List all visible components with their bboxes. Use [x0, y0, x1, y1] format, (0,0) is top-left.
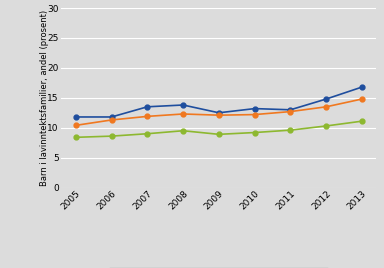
Line: Halden: Halden	[73, 85, 364, 120]
Halden	[73, 115, 78, 118]
Hele landet	[252, 131, 257, 134]
Østfold	[288, 110, 293, 113]
Østfold	[73, 124, 78, 127]
Hele landet	[109, 135, 114, 138]
Østfold	[145, 115, 150, 118]
Y-axis label: Barn i lavinntektsfamilier, andel (prosent): Barn i lavinntektsfamilier, andel (prose…	[40, 10, 49, 186]
Hele landet	[145, 132, 150, 135]
Halden	[217, 111, 221, 114]
Hele landet	[73, 136, 78, 139]
Halden	[324, 97, 329, 100]
Hele landet	[288, 129, 293, 132]
Halden	[252, 107, 257, 110]
Østfold	[181, 112, 185, 116]
Østfold	[252, 113, 257, 116]
Østfold	[109, 118, 114, 122]
Halden	[145, 105, 150, 108]
Hele landet	[360, 120, 364, 123]
Østfold	[217, 114, 221, 117]
Hele landet	[324, 124, 329, 128]
Hele landet	[181, 129, 185, 132]
Halden	[288, 108, 293, 111]
Line: Østfold: Østfold	[73, 96, 364, 128]
Halden	[360, 85, 364, 89]
Østfold	[360, 97, 364, 100]
Halden	[181, 103, 185, 107]
Hele landet	[217, 133, 221, 136]
Halden	[109, 115, 114, 118]
Østfold	[324, 105, 329, 108]
Line: Hele landet: Hele landet	[73, 119, 364, 140]
